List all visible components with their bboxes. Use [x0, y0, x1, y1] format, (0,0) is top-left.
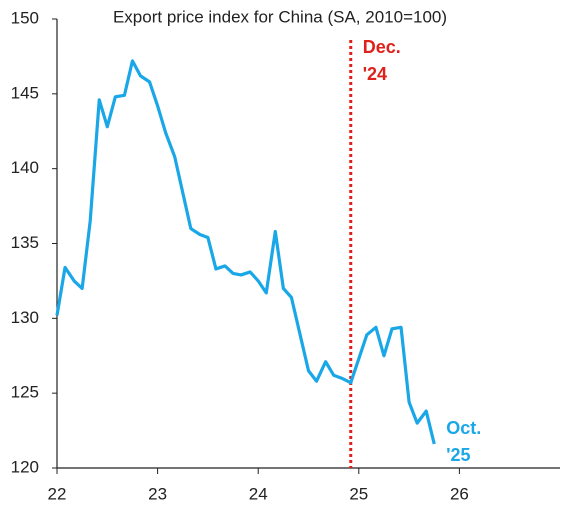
chart-title: Export price index for China (SA, 2010=1… [113, 7, 447, 26]
x-tick-label: 23 [148, 484, 167, 503]
y-tick-label: 145 [11, 83, 39, 102]
x-tick-label: 22 [48, 484, 67, 503]
y-tick-label: 140 [11, 158, 39, 177]
y-tick-label: 120 [11, 457, 39, 476]
y-tick-label: 130 [11, 308, 39, 327]
annotation: Oct. [446, 418, 481, 438]
y-tick-label: 125 [11, 383, 39, 402]
y-tick-label: 135 [11, 233, 39, 252]
annotation: Dec. [363, 37, 401, 57]
x-tick-label: 24 [249, 484, 268, 503]
x-tick-label: 25 [349, 484, 368, 503]
y-tick-label: 150 [11, 8, 39, 27]
annotation: '24 [363, 64, 387, 84]
x-tick-label: 26 [450, 484, 469, 503]
line-series [55, 59, 436, 445]
annotation: '25 [446, 445, 470, 465]
